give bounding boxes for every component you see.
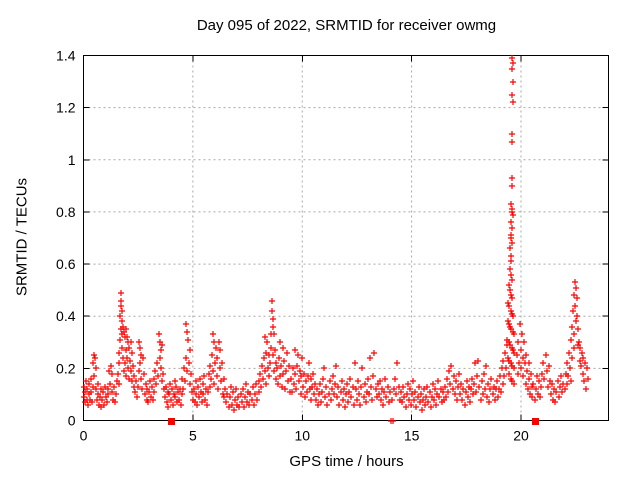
x-tick-label: 15 <box>404 428 420 444</box>
data-point-markers <box>81 55 591 424</box>
chart-title: Day 095 of 2022, SRMTID for receiver owm… <box>196 17 497 34</box>
axis-ticks <box>83 55 609 421</box>
y-tick-label: 1.2 <box>56 100 76 116</box>
grid-lines <box>83 55 609 421</box>
x-tick-label: 20 <box>513 428 529 444</box>
flag-square-marker <box>532 418 539 425</box>
y-tick-label: 0 <box>68 413 76 429</box>
y-tick-label: 1.4 <box>56 48 76 64</box>
x-axis-label: GPS time / hours <box>289 453 404 470</box>
x-tick-label: 5 <box>189 428 197 444</box>
flag-square-marker <box>168 418 175 425</box>
y-tick-label: 0.8 <box>56 204 76 220</box>
x-tick-label: 10 <box>294 428 310 444</box>
y-tick-label: 1 <box>68 152 76 168</box>
x-tick-label: 0 <box>80 428 88 444</box>
y-tick-label: 0.2 <box>56 360 76 376</box>
y-axis-label: SRMTID / TECUs <box>13 177 31 297</box>
y-tick-label: 0.6 <box>56 256 76 272</box>
plot-border <box>83 55 609 421</box>
y-tick-label: 0.4 <box>56 308 76 324</box>
